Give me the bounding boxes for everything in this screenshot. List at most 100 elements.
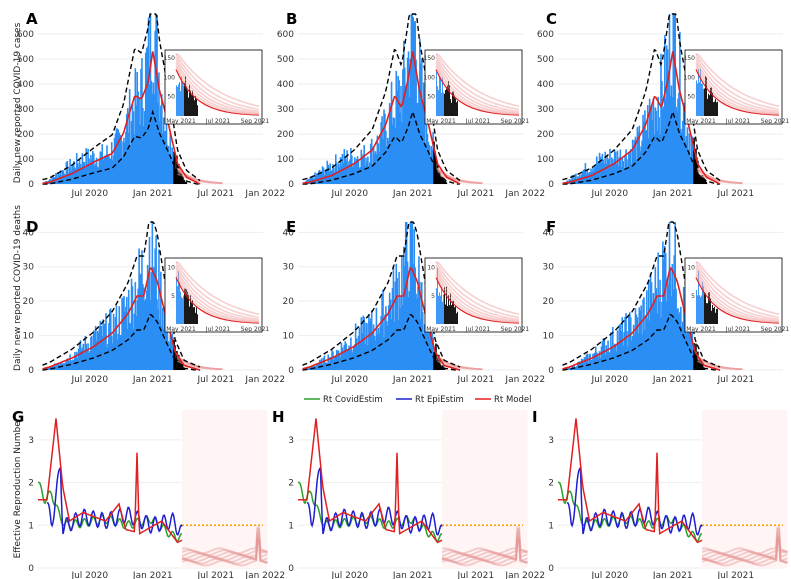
bar bbox=[153, 267, 156, 370]
inset-bar bbox=[443, 92, 444, 116]
inset-forecast-line bbox=[175, 270, 260, 323]
bar bbox=[75, 351, 78, 370]
bar bbox=[105, 313, 107, 370]
inset-bar bbox=[714, 306, 715, 324]
bar bbox=[700, 175, 703, 184]
bar bbox=[614, 151, 617, 184]
bar bbox=[587, 362, 590, 370]
bar bbox=[603, 339, 606, 370]
inset-bar bbox=[178, 271, 179, 324]
bar bbox=[677, 308, 679, 370]
bar bbox=[139, 273, 141, 370]
bar bbox=[171, 333, 173, 370]
bar bbox=[121, 297, 123, 370]
bar bbox=[184, 182, 187, 184]
y-tick-label: 20 bbox=[283, 297, 295, 307]
bar bbox=[64, 175, 67, 184]
bar bbox=[58, 175, 61, 184]
bar bbox=[420, 282, 423, 370]
inset-forecast-line bbox=[695, 261, 780, 316]
bar bbox=[131, 286, 134, 370]
rt-covidestim-line bbox=[37, 481, 183, 543]
inset-bar bbox=[454, 95, 455, 116]
inset-bar bbox=[706, 77, 707, 116]
rt-forecast-band bbox=[701, 534, 788, 560]
inset-bar bbox=[178, 84, 179, 116]
inset-bar bbox=[450, 293, 451, 324]
bar bbox=[624, 156, 626, 184]
panel-label: F bbox=[546, 218, 556, 236]
bar bbox=[629, 153, 631, 184]
forecast-band bbox=[697, 173, 743, 185]
y-tick-label: 0 bbox=[288, 564, 294, 574]
bar bbox=[378, 333, 381, 370]
bar bbox=[589, 353, 591, 370]
bar bbox=[367, 156, 369, 184]
bar bbox=[602, 338, 605, 370]
x-tick-label: Jul 2021 bbox=[716, 571, 754, 579]
bar bbox=[141, 58, 143, 184]
inset-x-tick-label: Sep 2021 bbox=[501, 326, 530, 333]
bar bbox=[127, 132, 130, 184]
inset-forecast-line bbox=[175, 66, 260, 116]
bar bbox=[360, 149, 363, 184]
bar bbox=[696, 157, 698, 184]
bar bbox=[373, 335, 376, 370]
bar bbox=[336, 171, 339, 184]
bar bbox=[615, 163, 618, 184]
rt-forecast-band bbox=[701, 527, 788, 557]
bar bbox=[377, 143, 380, 184]
bar bbox=[345, 343, 347, 370]
inset-forecast-line bbox=[695, 270, 780, 323]
bar bbox=[165, 323, 168, 370]
x-tick-label: Jul 2020 bbox=[70, 571, 108, 579]
bar bbox=[663, 259, 665, 370]
bar bbox=[368, 165, 370, 184]
bar bbox=[676, 110, 678, 184]
bar bbox=[697, 360, 700, 370]
bar bbox=[70, 170, 72, 184]
bar bbox=[354, 323, 357, 370]
bar bbox=[649, 109, 652, 184]
lower-bound-line bbox=[562, 313, 720, 371]
bar bbox=[639, 310, 642, 370]
bar bbox=[356, 156, 359, 184]
bar bbox=[369, 143, 372, 184]
bar bbox=[328, 362, 330, 370]
inset-bar bbox=[453, 300, 454, 324]
bar bbox=[652, 98, 655, 184]
panel-label: B bbox=[286, 10, 297, 28]
bar bbox=[661, 302, 663, 370]
bar bbox=[107, 343, 109, 370]
rt-forecast-band bbox=[181, 537, 268, 562]
bar bbox=[185, 182, 188, 184]
bar bbox=[646, 290, 648, 370]
bar bbox=[143, 126, 145, 184]
bar bbox=[634, 136, 637, 184]
bar bbox=[440, 177, 443, 184]
bar bbox=[421, 104, 424, 184]
inset-bar bbox=[696, 289, 697, 324]
bar bbox=[672, 14, 675, 184]
bar bbox=[391, 124, 394, 184]
inset-bar bbox=[191, 95, 192, 116]
bar bbox=[584, 357, 587, 370]
bar bbox=[341, 347, 344, 370]
bar bbox=[69, 354, 71, 370]
bar bbox=[330, 358, 332, 370]
inset-bar bbox=[186, 289, 187, 324]
inset-bar bbox=[195, 96, 196, 116]
y-tick-label: 100 bbox=[537, 155, 554, 165]
inset-bar bbox=[187, 291, 188, 324]
bar bbox=[631, 336, 634, 370]
inset-bar bbox=[177, 86, 178, 116]
inset-bar bbox=[190, 295, 191, 324]
bar bbox=[627, 346, 629, 370]
inset-forecast-line bbox=[435, 264, 520, 321]
y-tick-label: 0 bbox=[28, 366, 34, 376]
rt-forecast-band bbox=[441, 530, 528, 558]
bar bbox=[680, 326, 683, 370]
inset-bar bbox=[176, 276, 177, 324]
bar bbox=[577, 362, 579, 370]
bar bbox=[346, 349, 348, 370]
